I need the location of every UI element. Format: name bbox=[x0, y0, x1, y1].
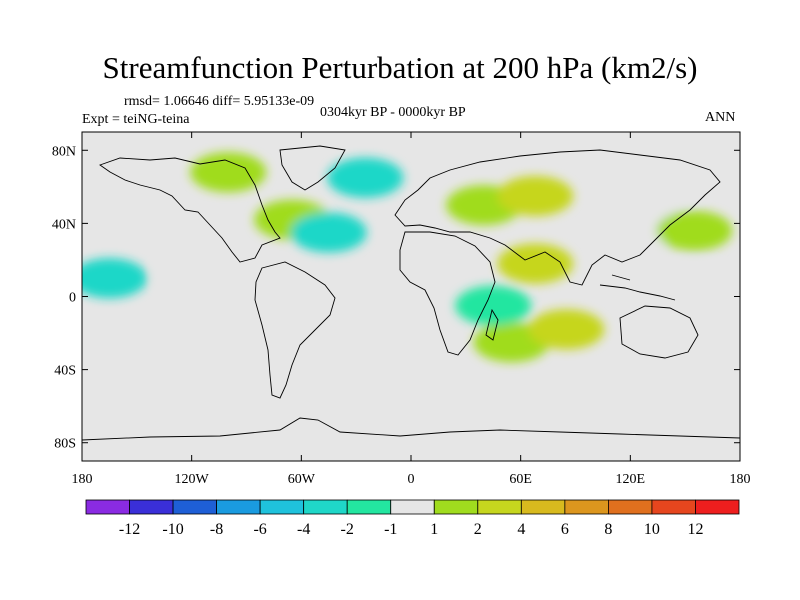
colorbar-label-2: -8 bbox=[210, 521, 223, 538]
colorbar-swatch-9 bbox=[477, 499, 522, 515]
y-tick-label-3: 40S bbox=[54, 364, 76, 379]
anomaly-region-10 bbox=[628, 166, 705, 207]
anomaly-layer bbox=[82, 152, 733, 436]
anomaly-region-3 bbox=[327, 157, 404, 198]
anomaly-region-17 bbox=[619, 331, 696, 372]
coastline-south-america bbox=[254, 261, 336, 399]
anomaly-region-9 bbox=[497, 175, 574, 216]
axes: 180 120W 60W 0 60E 120E 180 80N 40N 0 40S 80S bbox=[52, 132, 751, 487]
coastline-greenland bbox=[279, 145, 346, 191]
colorbar-label-1: -10 bbox=[162, 521, 183, 538]
coastline-eurasia bbox=[394, 149, 721, 286]
colorbar-swatch-7 bbox=[390, 499, 435, 515]
coastlines bbox=[82, 145, 740, 441]
anomaly-region-18 bbox=[455, 285, 532, 326]
anomaly-region-6 bbox=[171, 322, 248, 363]
y-tick-label-0: 80N bbox=[52, 144, 76, 159]
x-tick-label-6: 180 bbox=[730, 472, 751, 487]
colorbar-label-0: -12 bbox=[119, 521, 140, 538]
colorbar-swatch-5 bbox=[303, 499, 348, 515]
anomaly-region-19 bbox=[436, 395, 513, 436]
anomaly-region-4 bbox=[153, 254, 230, 295]
colorbar-label-7: 1 bbox=[430, 521, 438, 538]
coastline-madagascar bbox=[485, 308, 499, 341]
colorbar-swatch-10 bbox=[520, 499, 566, 515]
anomaly-region-14 bbox=[656, 261, 733, 302]
colorbar-swatch-6 bbox=[346, 499, 392, 515]
colorbar-label-6: -1 bbox=[384, 521, 397, 538]
colorbar-label-10: 6 bbox=[561, 521, 569, 538]
coastline-north-america bbox=[99, 157, 281, 263]
colorbar-swatch-13 bbox=[651, 499, 696, 515]
y-tick-label-2: 0 bbox=[69, 291, 76, 306]
colorbar-swatch-14 bbox=[695, 499, 740, 515]
colorbar-label-3: -6 bbox=[253, 521, 266, 538]
colorbar-label-13: 12 bbox=[687, 521, 703, 538]
colorbar-label-5: -2 bbox=[341, 521, 354, 538]
stats-label: rmsd= 1.06646 diff= 5.95133e-09 bbox=[124, 94, 315, 109]
colorbar-swatch-0 bbox=[85, 499, 130, 515]
x-tick-label-3: 0 bbox=[408, 472, 415, 487]
y-tick-label-4: 80S bbox=[54, 437, 76, 452]
x-tick-label-1: 120W bbox=[175, 472, 210, 487]
chart-title: Streamfunction Perturbation at 200 hPa (… bbox=[102, 50, 698, 85]
colorbar-swatch-8 bbox=[433, 499, 479, 515]
colorbar-swatch-12 bbox=[608, 499, 653, 515]
anomaly-region-0 bbox=[190, 152, 267, 193]
y-tick-label-1: 40N bbox=[52, 217, 76, 232]
anomaly-region-7 bbox=[82, 331, 130, 372]
anomaly-region-16 bbox=[528, 309, 605, 350]
anomaly-region-13 bbox=[497, 243, 574, 284]
x-tick-label-5: 120E bbox=[616, 472, 646, 487]
colorbar-label-8: 2 bbox=[474, 521, 482, 538]
period-label: 0304kyr BP - 0000kyr BP bbox=[320, 105, 466, 120]
colorbar-label-9: 4 bbox=[517, 521, 525, 538]
colorbar-swatch-1 bbox=[129, 499, 174, 515]
colorbar-label-12: 10 bbox=[644, 521, 660, 538]
anomaly-region-20 bbox=[345, 267, 422, 308]
colorbar-swatch-3 bbox=[216, 499, 261, 515]
season-label: ANN bbox=[705, 110, 736, 125]
colorbar-swatch-11 bbox=[564, 499, 609, 515]
coastline-africa bbox=[399, 231, 496, 356]
x-tick-label-0: 180 bbox=[72, 472, 93, 487]
colorbar-label-11: 8 bbox=[604, 521, 612, 538]
experiment-label: Expt = teiNG-teina bbox=[82, 112, 190, 127]
colorbar-label-4: -4 bbox=[297, 521, 310, 538]
x-tick-label-4: 60E bbox=[509, 472, 532, 487]
x-tick-label-2: 60W bbox=[288, 472, 316, 487]
colorbar: -12 -10 -8 -6 -4 -2 -1 1 2 4 6 8 10 12 bbox=[85, 499, 740, 538]
anomaly-region-12 bbox=[656, 210, 733, 251]
coastline-maritime-continent bbox=[599, 274, 676, 301]
coastline-australia bbox=[619, 305, 699, 359]
colorbar-swatch-4 bbox=[259, 499, 305, 515]
coastline-antarctica bbox=[82, 417, 740, 441]
anomaly-region-5 bbox=[82, 258, 148, 299]
colorbar-swatch-2 bbox=[172, 499, 217, 515]
anomaly-region-2 bbox=[290, 212, 367, 253]
